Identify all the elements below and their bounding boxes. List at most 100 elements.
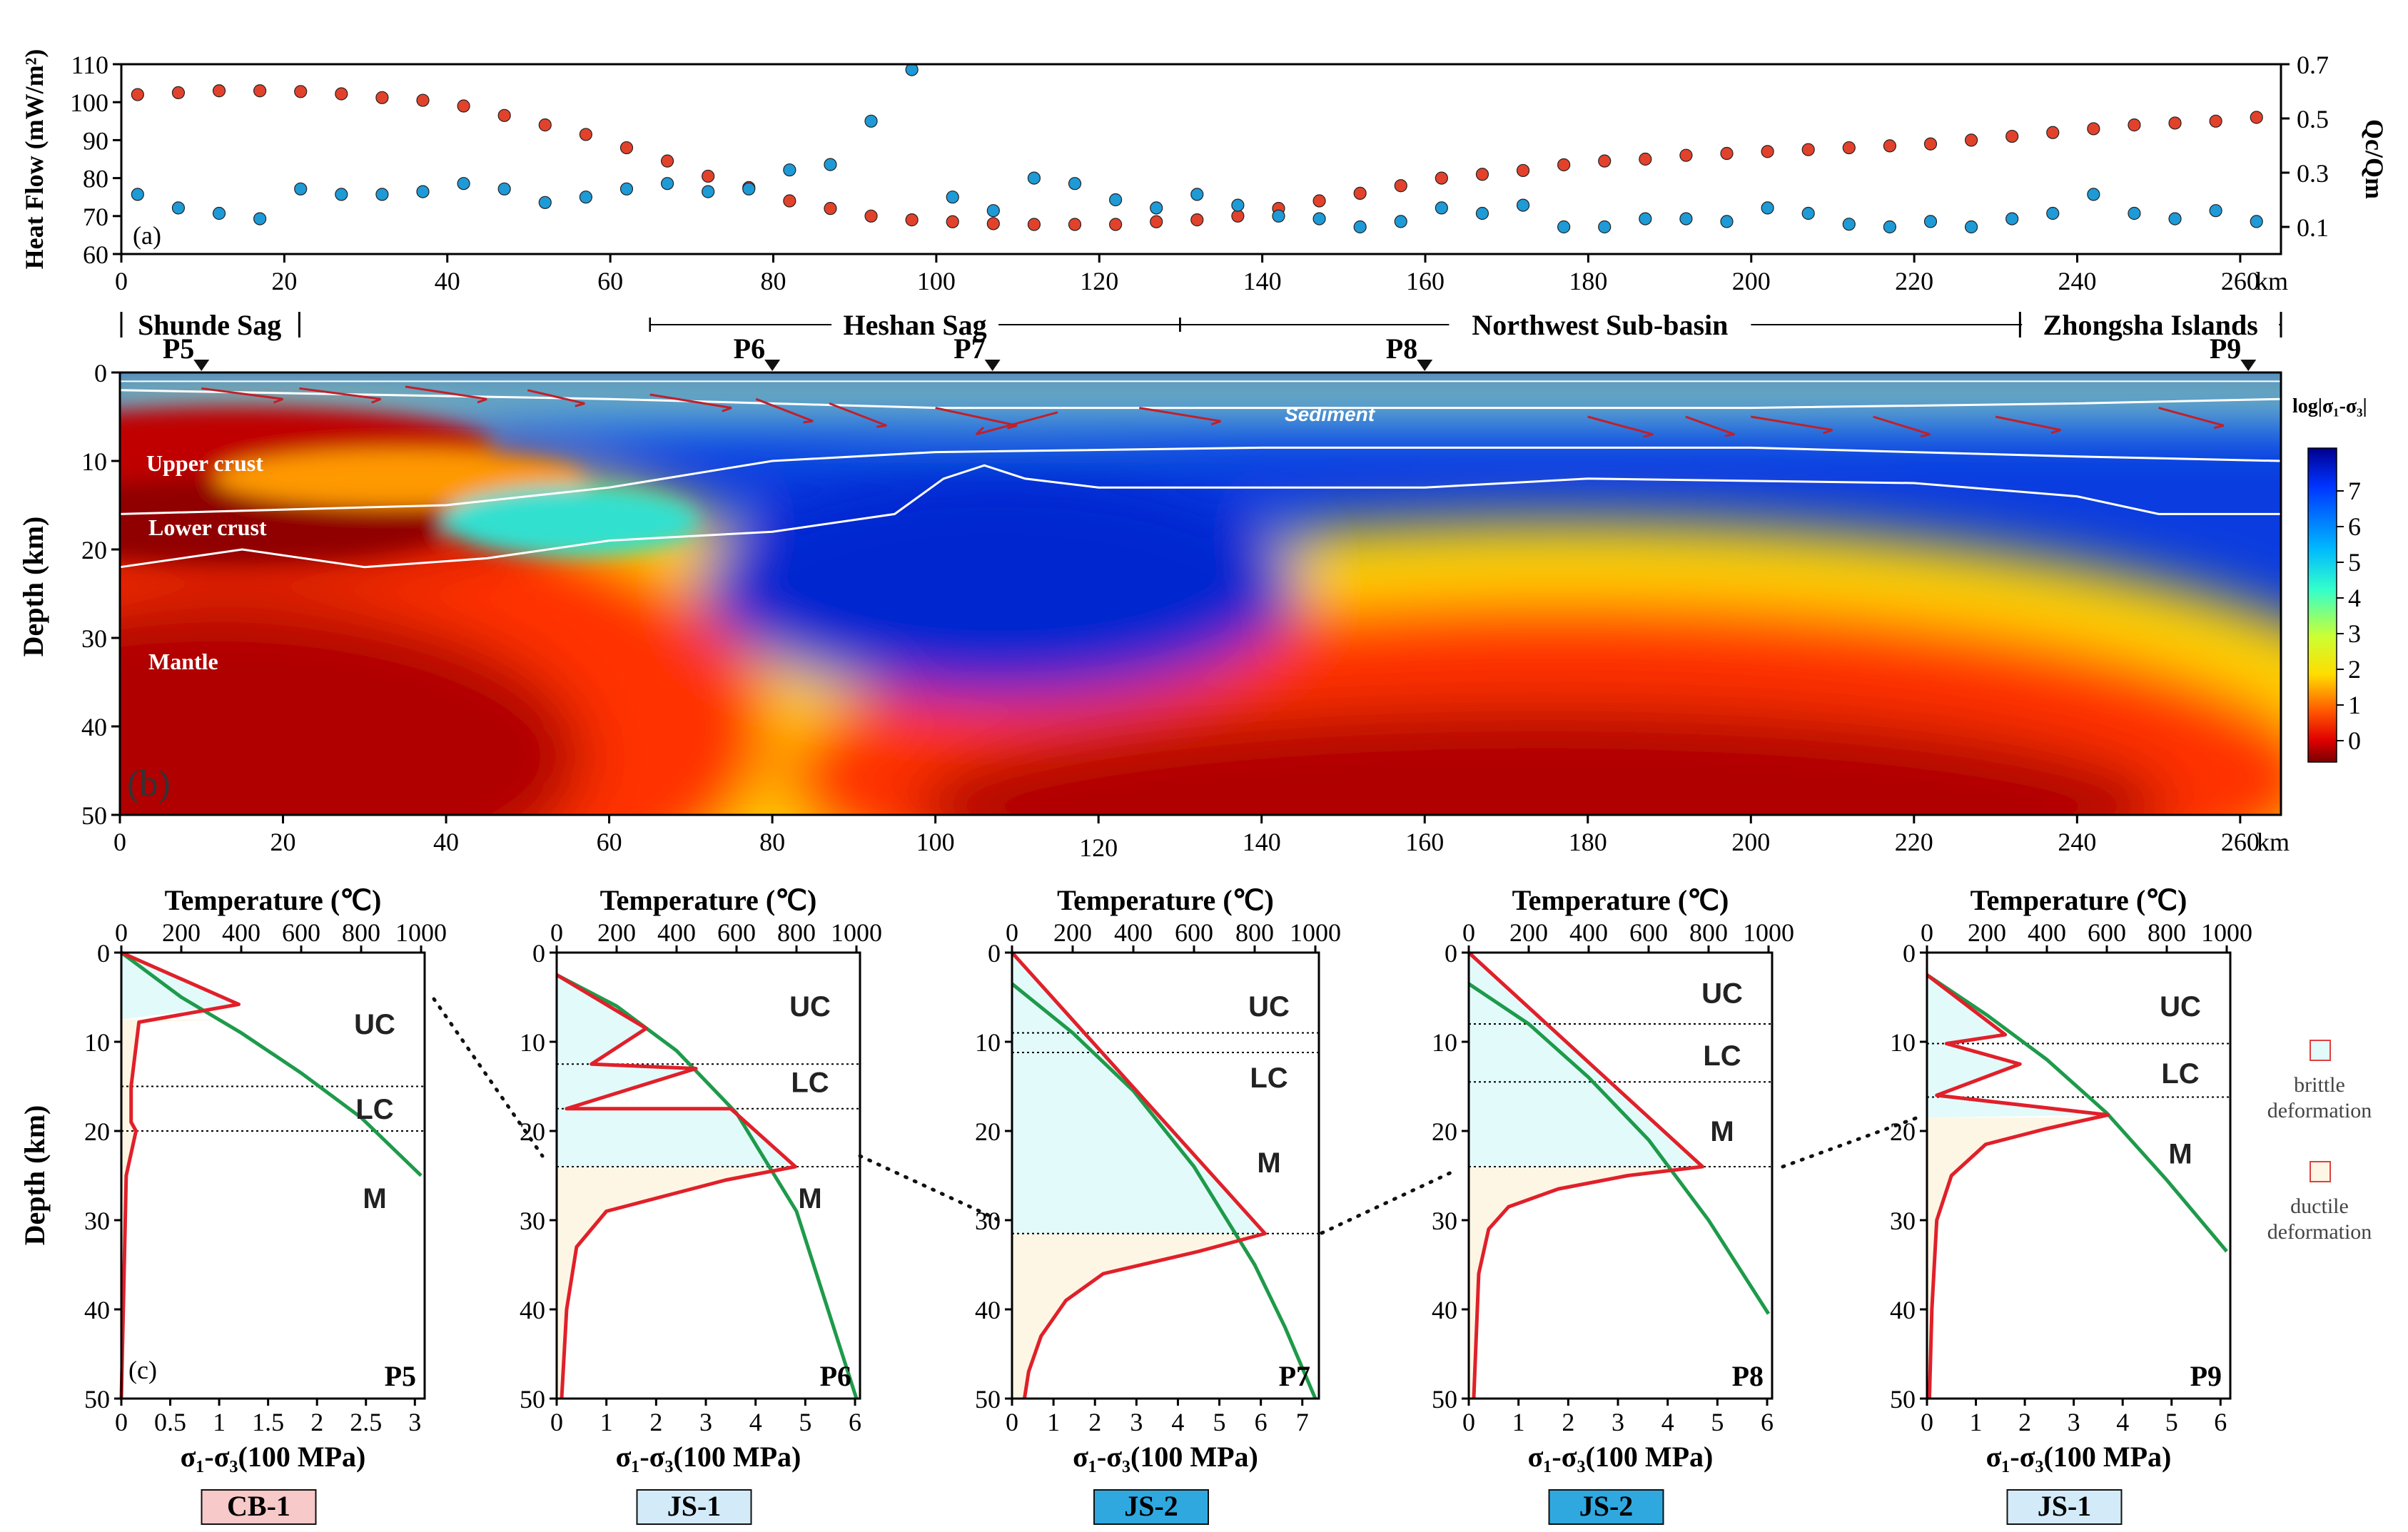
stress-tick-label: 0 [1462,1408,1475,1436]
heat-flow-point [1801,143,1815,156]
model-box [636,1489,752,1525]
model-box [201,1489,317,1525]
stress-tick-label: 2 [1562,1408,1574,1436]
a-right-tick-label: 0.3 [2297,159,2329,188]
profile-label: P6 [734,333,765,365]
stress-tick-label: 2 [1088,1408,1101,1436]
profile-name: P8 [1732,1360,1764,1392]
qc-qm-point [742,182,756,196]
qc-qm-point [1231,198,1245,212]
heat-flow-point [1027,218,1041,231]
b-x-tick-label: 240 [2058,828,2096,856]
fault-arrow-head [1007,424,1018,430]
depth-tick-label: 40 [1890,1296,1916,1324]
fault-arrow [1751,415,1833,432]
fault-arrow [649,393,732,410]
model-label: JS-2 [1579,1490,1634,1522]
profile-triangle [764,360,781,371]
b-x-tick-label: 100 [916,828,955,856]
layer-label: LC [791,1067,829,1098]
temperature-curve [1467,982,1771,1315]
qc-qm-point [2046,206,2060,220]
panel-b-label: (b) [127,764,171,804]
temp-tick-label: 1000 [1290,918,1341,947]
temperature-curve [1011,982,1317,1399]
temp-tick-label: 1000 [395,918,447,947]
qc-qm-point [660,177,674,191]
temp-tick-label: 0 [1462,918,1475,947]
fault-arrow-head [2214,424,2225,430]
stress-tick-label: 6 [849,1408,861,1436]
colorbar-tick-label: 7 [2348,477,2361,505]
qc-qm-point [212,206,226,220]
heat-flow-point [1312,194,1326,208]
layer-label: M [363,1183,386,1214]
fault-arrow-head [477,397,487,404]
layer-boundaries [119,380,2282,569]
profile-name: P9 [2190,1360,2222,1392]
upper-crust-label: Upper crust [146,450,263,476]
mantle-label: Mantle [148,649,218,674]
heat-flow-point [2087,122,2100,136]
a-x-tick-label: 140 [1243,267,1282,295]
stress-tick-label: 6 [2214,1408,2227,1436]
stress-axis-label: σ₁-σ₃(100 MPa) [181,1441,366,1473]
temperature-axis-label: Temperature (℃) [165,884,382,916]
ductile-region [121,1019,239,1399]
heat-flow-point [702,169,715,183]
a-x-tick-label: 60 [597,267,623,295]
heat-flow-point [1761,145,1774,158]
a-x-tick-label: 100 [917,267,956,295]
series-heat-flow [131,84,2263,231]
temp-tick-label: 800 [1689,918,1728,947]
stress-axis-label: σ₁-σ₃(100 MPa) [616,1441,801,1473]
profile-label: P9 [2210,333,2241,365]
temp-tick-label: 1000 [831,918,882,947]
a-x-tick-label: 20 [271,267,297,295]
temp-tick-label: 200 [1053,918,1092,947]
heat-flow-point [1883,139,1896,153]
qc-qm-point [1109,193,1123,207]
a-left-tick-label: 100 [70,88,108,117]
b-y-tick-label: 20 [81,536,107,564]
panel-c-label: (c) [128,1356,157,1384]
fault-arrow [1873,415,1931,436]
ductile-region [1469,1167,1703,1399]
qc-qm-point [946,191,959,204]
profile-triangle [193,360,210,371]
sediment-base-line [119,389,2282,410]
temperature-axis-label: Temperature (℃) [1971,884,2187,916]
model-label: CB-1 [227,1490,290,1522]
qc-qm-point [1027,171,1041,185]
model-box [1548,1489,1664,1525]
heat-flow-point [579,128,592,141]
qc-qm-point [1598,220,1612,234]
panel-a-label: (a) [133,221,161,250]
ductile-region [1012,1233,1265,1399]
a-right-tick-label: 0.7 [2297,51,2329,79]
heat-flow-point [2005,129,2019,143]
fault-arrow-head [722,407,732,412]
heat-flow-point [1639,152,1652,166]
stress-axis-label: σ₁-σ₃(100 MPa) [1986,1441,2172,1473]
panel-a-right-y-ticks: 0.1 0.3 0.5 0.7 [2281,51,2329,242]
stress-field [120,372,2281,815]
qc-qm-axis-label: Qc/Qm [2360,119,2389,199]
b-y-tick-label: 0 [94,359,107,387]
qc-qm-point [1068,177,1082,191]
depth-tick-label: 40 [520,1296,545,1324]
temp-tick-label: 400 [657,918,696,947]
depth-tick-label: 50 [84,1385,110,1414]
a-right-tick-label: 0.1 [2297,213,2329,242]
heat-flow-point [1964,133,1978,147]
colorbar-tick-label: 5 [2348,548,2361,577]
heat-flow-point [1353,186,1367,200]
layer-label: UC [2160,991,2201,1023]
qc-qm-point [1435,201,1448,215]
stress-tick-label: 2.5 [350,1408,382,1436]
